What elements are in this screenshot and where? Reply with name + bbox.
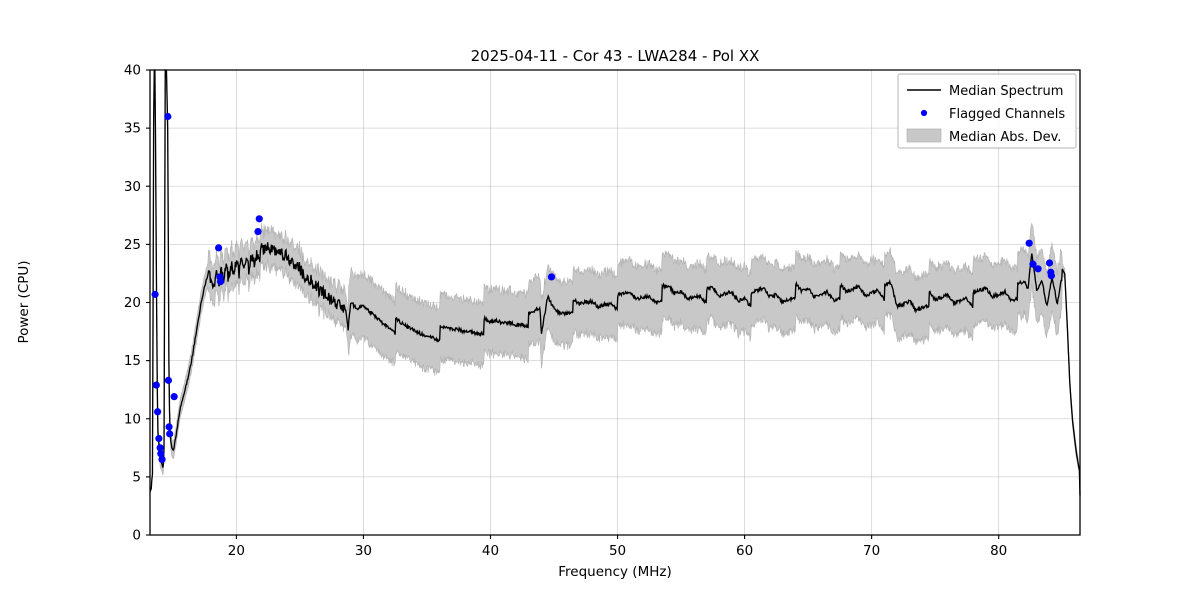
legend-label-median-abs-dev: Median Abs. Dev. [949,130,1061,145]
legend-marker-median-abs-dev [906,128,942,143]
y-tick-label: 40 [124,63,141,79]
x-tick-label: 20 [228,543,245,559]
y-tick-label: 35 [124,121,141,137]
flagged-channel-point [1047,272,1056,280]
flagged-channel-point [151,290,159,298]
legend[interactable]: Median Spectrum Flagged Channels Median … [897,73,1077,149]
mad-band-area [153,69,1079,476]
chart-title: 2025-04-11 - Cor 43 - LWA284 - Pol XX [471,47,760,65]
flagged-channel-point [170,393,178,401]
legend-marker-flagged-channels [920,109,928,117]
flagged-channels-group [151,112,1056,464]
flagged-channel-point [215,244,223,252]
flagged-channel-point [156,444,164,452]
flagged-channel-point [216,277,225,286]
legend-label-flagged-channels: Flagged Channels [949,107,1065,122]
flagged-channel-point [165,423,173,431]
flagged-channel-point [164,112,172,121]
plot-data [149,69,1081,496]
y-tick-label: 15 [124,353,141,369]
flagged-channel-point [158,455,166,464]
x-tick-label: 60 [736,543,753,559]
y-tick-label: 25 [124,237,141,253]
flagged-channel-point [1025,239,1033,247]
flagged-channel-point [547,273,556,281]
flagged-channel-point [157,450,165,458]
flagged-channel-point [166,430,174,438]
y-axis-label: Power (CPU) [16,260,32,343]
median-spectrum-line [149,69,1081,496]
x-tick-label: 40 [482,543,499,559]
flagged-channel-point [1029,260,1037,268]
x-tick-label: 80 [990,543,1007,559]
y-tick-label: 30 [124,179,141,195]
x-axis-ticks: 20 30 40 50 60 70 80 [228,535,1007,559]
axes [149,69,1081,536]
x-tick-label: 30 [355,543,372,559]
flagged-channel-point [164,376,173,384]
x-tick-label: 50 [609,543,626,559]
y-axis-ticks: 0 5 10 15 20 25 30 35 40 [124,63,150,544]
y-tick-label: 20 [124,295,141,311]
flagged-channel-point [254,227,262,236]
y-tick-label: 5 [132,469,141,485]
flagged-channel-point [154,408,162,416]
y-tick-label: 0 [132,528,141,544]
x-tick-label: 70 [863,543,880,559]
legend-background [897,73,1077,149]
x-axis-label: Frequency (MHz) [558,564,671,580]
flagged-channel-point [1045,259,1054,267]
flagged-channel-point [1034,265,1042,273]
flagged-channel-point [155,434,163,443]
y-tick-label: 10 [124,411,141,427]
flagged-channel-point [152,381,160,389]
legend-label-median-spectrum: Median Spectrum [949,84,1063,99]
flagged-channel-point [255,215,263,223]
axes-frame [149,69,1081,536]
